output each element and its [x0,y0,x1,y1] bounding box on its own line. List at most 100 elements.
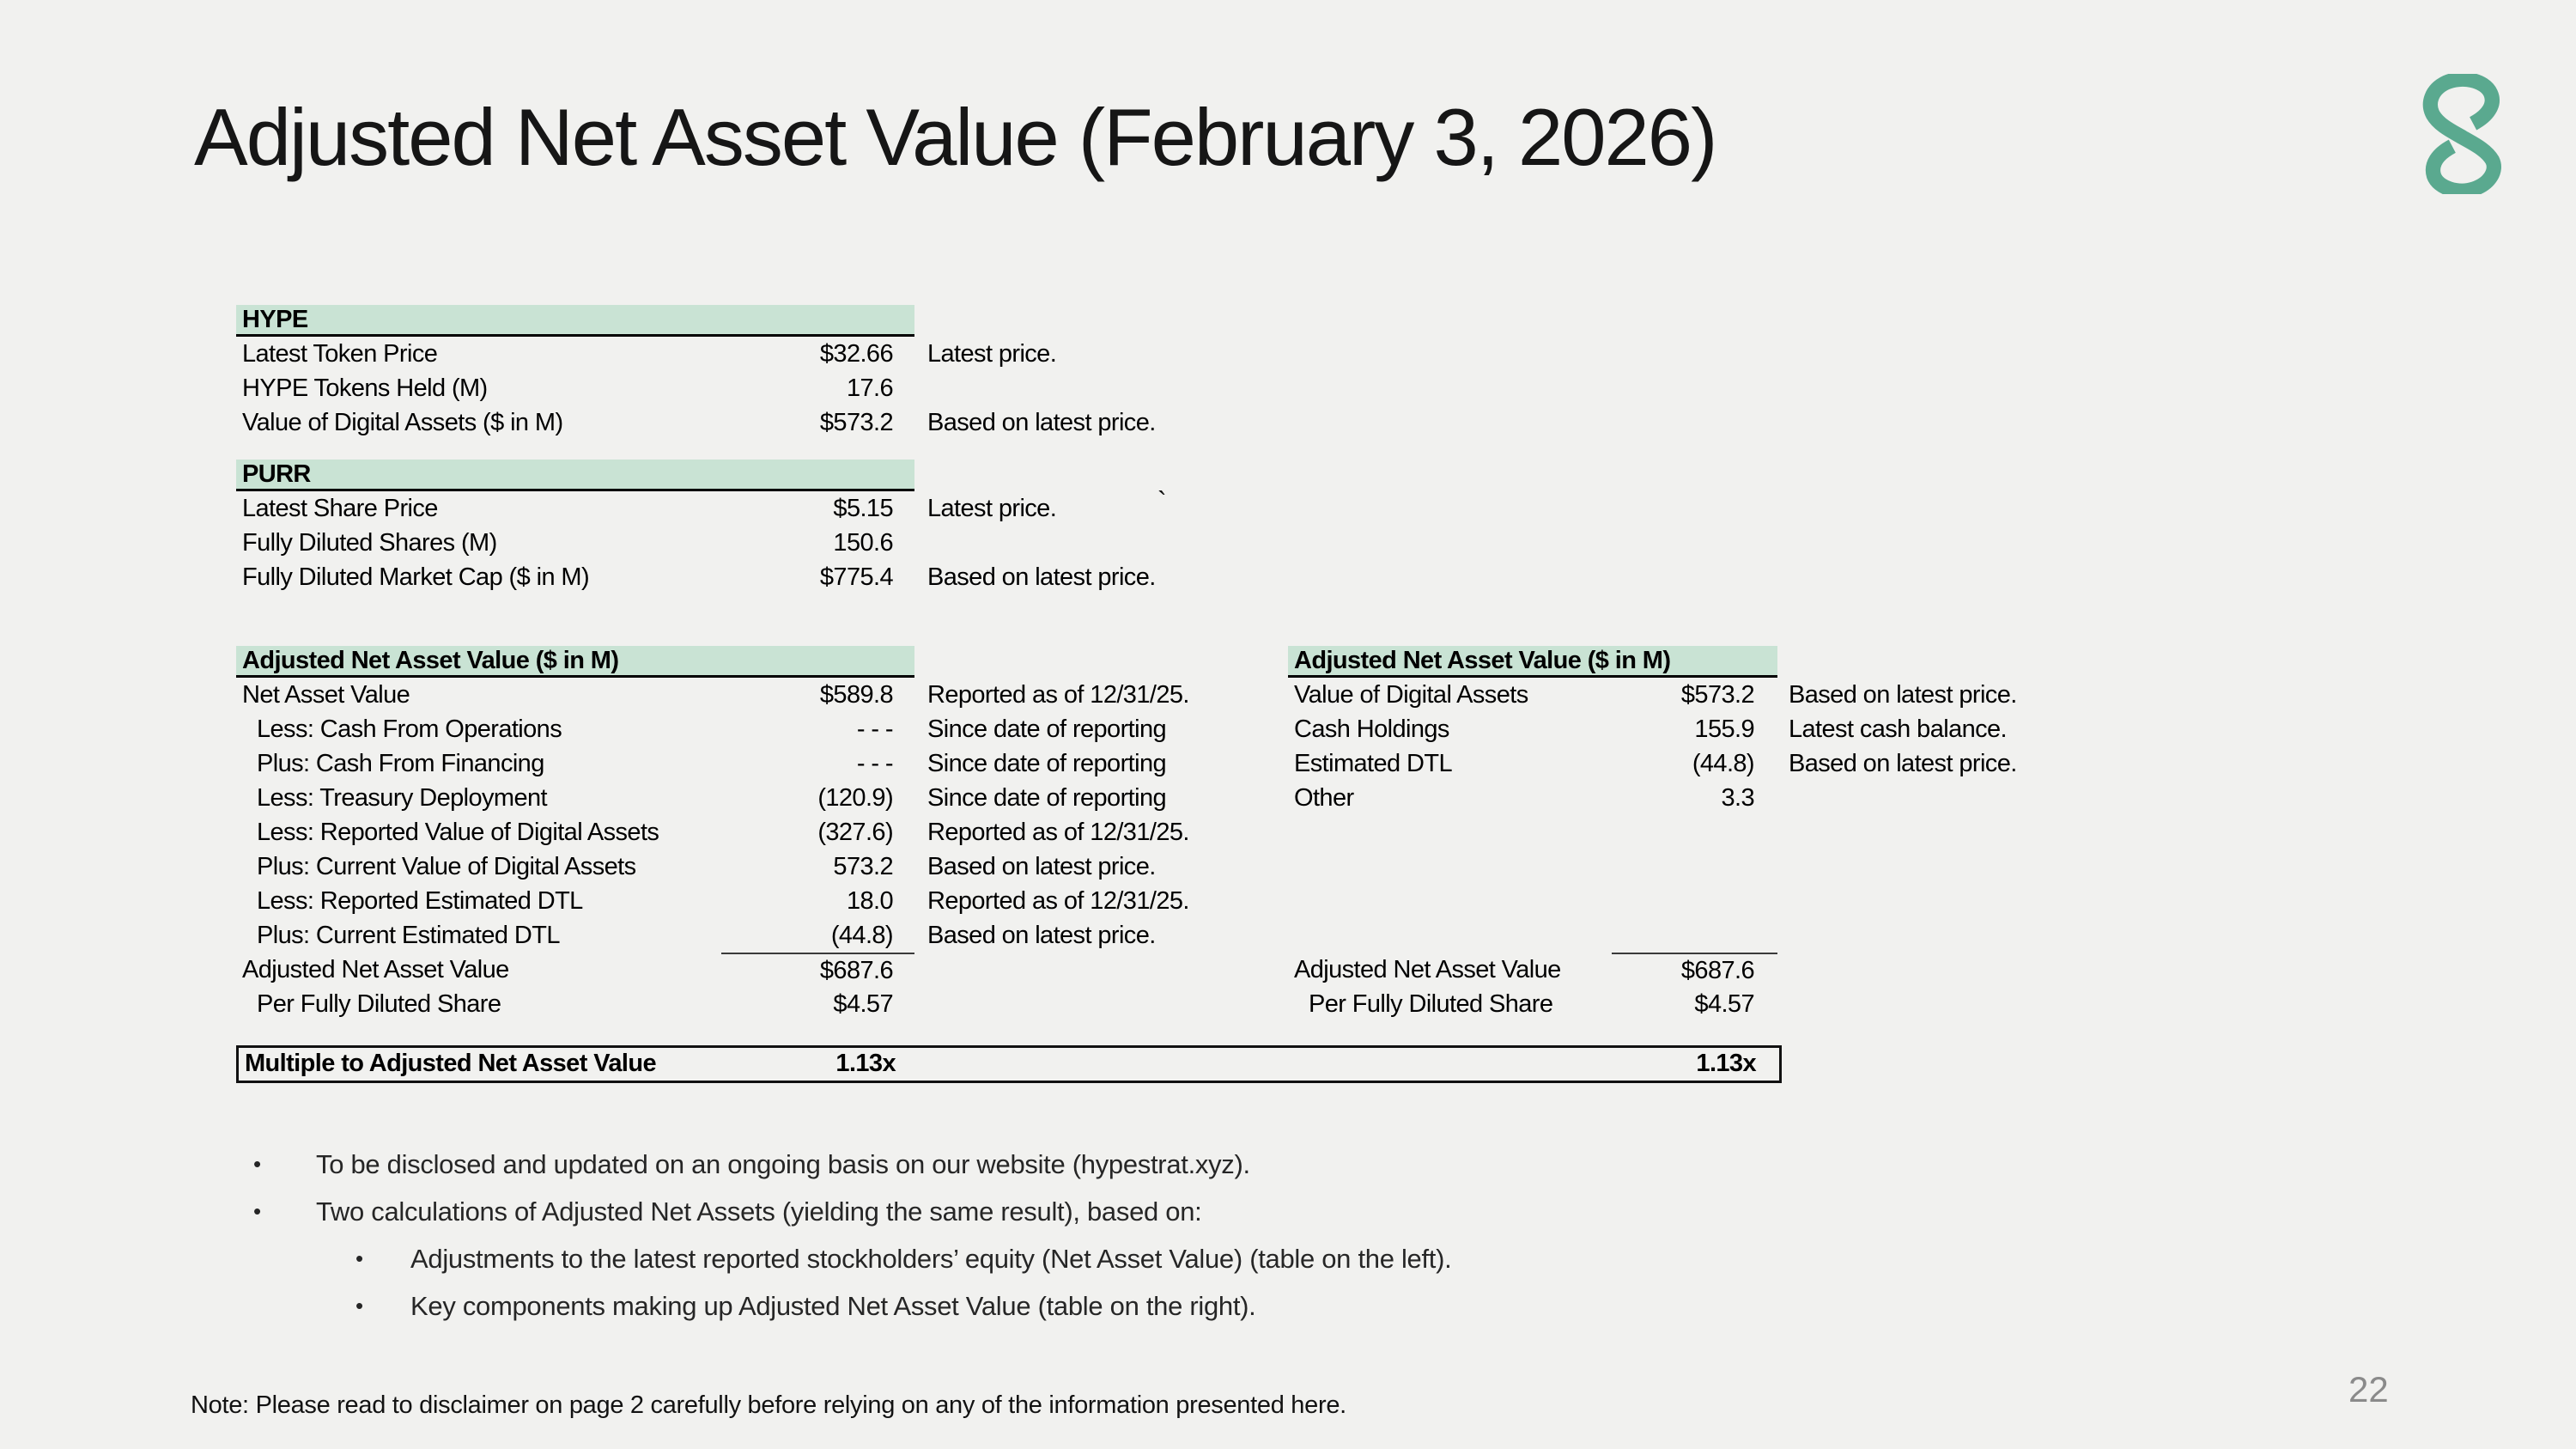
table-adjusted-nav-left: Adjusted Net Asset Value ($ in M) Net Ass… [236,646,1516,1021]
row-note: Latest cash balance. [1789,715,2008,743]
row-label: Value of Digital Assets ($ in M) [242,409,563,436]
row-value: $589.8 [819,681,894,709]
row-label: Value of Digital Assets [1294,681,1528,709]
row-value: 3.3 [1721,784,1754,812]
bullet-text: Key components making up Adjusted Net As… [410,1291,1256,1321]
s-logo-path [2422,74,2501,194]
multiple-row: Multiple to Adjusted Net Asset Value 1.1… [236,1045,1782,1083]
table-row: Adjusted Net Asset Value $687.6 [236,953,1516,987]
bullet-marker: • [253,1198,261,1224]
row-value: - - - [856,715,894,743]
page-number: 22 [2348,1369,2389,1409]
row-note: Since date of reporting [927,750,1167,777]
row-value: 18.0 [846,887,894,915]
row-note [1777,953,2327,987]
row-value: $32.66 [819,340,894,368]
table-row: HYPE Tokens Held (M) 17.6 [236,371,1516,405]
row-label: Estimated DTL [1294,750,1453,777]
row-label: Adjusted Net Asset Value [242,956,509,983]
page-title: Adjusted Net Asset Value (February 3, 20… [194,92,1717,182]
row-note: Reported as of 12/31/25. [927,887,1189,915]
multiple-value-right: 1.13x [1696,1050,1756,1077]
multiple-label: Multiple to Adjusted Net Asset Value [245,1050,657,1077]
stray-tick-mark: ` [1157,486,1167,517]
row-note [1777,987,2327,1021]
table-row: Adjusted Net Asset Value $687.6 [1288,953,2327,987]
row-value: $573.2 [819,409,894,436]
row-label: Per Fully Diluted Share [1309,990,1553,1018]
row-value: $4.57 [1694,990,1754,1018]
table-row: Less: Treasury Deployment (120.9) Since da… [236,781,1516,815]
row-note [914,371,1516,405]
row-label: Plus: Current Estimated DTL [257,922,560,949]
bullet-item: • To be disclosed and updated on an ongoi… [0,1141,1451,1188]
table-header: PURR [236,460,914,491]
row-value: (120.9) [817,784,893,812]
row-value: $687.6 [721,953,914,987]
row-note: Based on latest price. [1789,750,2017,777]
row-label: Other [1294,784,1354,812]
multiple-value-left: 1.13x [835,1050,896,1077]
row-label: Less: Cash From Operations [257,715,562,743]
row-value: 155.9 [1694,715,1754,743]
row-value: 573.2 [833,853,893,880]
row-note: Based on latest price. [927,922,1156,949]
table-row: Less: Cash From Operations - - - Since dat… [236,712,1516,746]
row-value: $4.57 [833,990,893,1018]
row-note [1777,781,2327,815]
table-row: Latest Token Price $32.66 Latest price. [236,337,1516,371]
bullet-marker: • [253,1151,261,1177]
row-value: $5.15 [833,495,893,522]
row-note: Based on latest price. [927,563,1156,591]
row-value: 17.6 [846,374,894,402]
table-header: HYPE [236,305,914,337]
table-row: Net Asset Value $589.8 Reported as of 12/3… [236,678,1516,712]
table-row: Cash Holdings 155.9 Latest cash balance. [1288,712,2327,746]
row-note: Reported as of 12/31/25. [927,819,1189,846]
table-hype: HYPE Latest Token Price $32.66 Latest price… [236,305,1516,440]
bullet-item: • Adjustments to the latest reported stoc… [0,1235,1452,1282]
row-label: Per Fully Diluted Share [257,990,501,1018]
row-note: Since date of reporting [927,784,1167,812]
row-note [914,526,1516,560]
table-row: Per Fully Diluted Share $4.57 [1288,987,2327,1021]
row-note: Since date of reporting [927,715,1167,743]
row-value: (327.6) [817,819,893,846]
row-value: (44.8) [830,922,894,949]
row-label: Latest Share Price [242,495,438,522]
bullet-marker: • [355,1293,363,1318]
table-row: Plus: Cash From Financing - - - Since date… [236,746,1516,781]
table-spacer [1288,815,2327,953]
row-value: - - - [856,750,894,777]
bullet-text: Adjustments to the latest reported stock… [410,1244,1452,1274]
bullet-list: • To be disclosed and updated on an ongoi… [0,1141,1452,1330]
row-value: $687.6 [1612,953,1777,987]
row-value: 150.6 [833,529,893,557]
row-label: Cash Holdings [1294,715,1449,743]
bullet-item: • Key components making up Adjusted Net A… [0,1282,1451,1330]
bullet-marker: • [355,1245,363,1271]
row-value: $573.2 [1680,681,1755,709]
table-row: Plus: Current Estimated DTL (44.8) Based o… [236,918,1516,953]
row-label: Less: Treasury Deployment [257,784,548,812]
table-row: Other 3.3 [1288,781,2327,815]
table-row: Plus: Current Value of Digital Assets 573… [236,849,1516,884]
row-label: Plus: Cash From Financing [257,750,544,777]
table-header: Adjusted Net Asset Value ($ in M) [236,646,914,678]
s-logo-icon [2422,74,2501,194]
row-note: Based on latest price. [927,409,1156,436]
row-label: Adjusted Net Asset Value [1294,956,1561,983]
table-row: Fully Diluted Shares (M) 150.6 [236,526,1516,560]
table-row: Less: Reported Estimated DTL 18.0 Reported… [236,884,1516,918]
table-adjusted-nav-right: Adjusted Net Asset Value ($ in M) Value o… [1288,646,2327,1021]
table-row: Estimated DTL (44.8) Based on latest price… [1288,746,2327,781]
row-label: Latest Token Price [242,340,438,368]
row-value: (44.8) [1692,750,1755,777]
row-label: Less: Reported Estimated DTL [257,887,583,915]
row-label: Fully Diluted Market Cap ($ in M) [242,563,590,591]
row-note: Reported as of 12/31/25. [927,681,1189,709]
row-label: HYPE Tokens Held (M) [242,374,488,402]
row-label: Less: Reported Value of Digital Assets [257,819,659,846]
bullet-text: To be disclosed and updated on an ongoin… [316,1149,1250,1179]
table-row: Per Fully Diluted Share $4.57 [236,987,1516,1021]
